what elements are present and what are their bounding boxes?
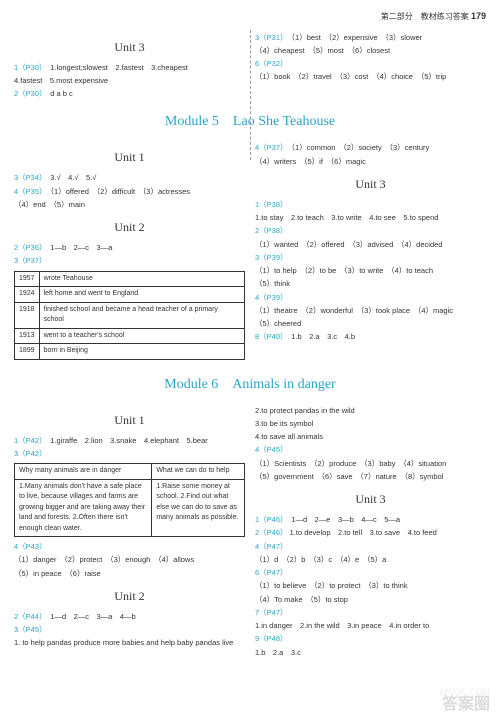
answer-line: 3（P34） 3.√ 4.√ 5.√ [14, 172, 245, 183]
answer-line: 4（P37） （1）common （2）society （3）century [255, 142, 486, 153]
answer-line: 4.fastest 5.most expensive [14, 75, 245, 86]
mod5-right-col: 4（P37） （1）common （2）society （3）century （… [255, 140, 486, 363]
page-ref: 2（P38） [255, 225, 486, 236]
answer-line: （4）writers （5）if （6）magic [255, 156, 486, 167]
unit-title: Unit 2 [14, 218, 245, 236]
answer-line: 1（P30） 1.longest;slowest 2.fastest 3.che… [14, 62, 245, 73]
unit-title: Unit 1 [14, 411, 245, 429]
answer-line: 3.to be its symbol [255, 418, 486, 429]
answer-line: 3（P31） （1）best （2）expensive （3）slower [255, 32, 486, 43]
answer-line: （1）book （2）travel （3）cost （4）choice （5）t… [255, 71, 486, 82]
page-ref: 6（P47） [255, 567, 486, 578]
mod5-section: Unit 1 3（P34） 3.√ 4.√ 5.√ 4（P35） （1）offe… [14, 140, 486, 363]
table-row: 1913went to a teacher's school [15, 328, 245, 344]
top-right-col: 3（P31） （1）best （2）expensive （3）slower （4… [255, 30, 486, 102]
answer-line: 2（P46） 1.to develop 2.to tell 3.to save … [255, 527, 486, 538]
page-number: 179 [471, 11, 486, 21]
answer-line: 8（P40） 1.b 2.a 3.c 4.b [255, 331, 486, 342]
table-row: Why many animals are in dangerWhat we ca… [15, 464, 245, 480]
page-ref: 3（P37） [14, 255, 245, 266]
unit-title: Unit 3 [14, 38, 245, 56]
mod5-left-col: Unit 1 3（P34） 3.√ 4.√ 5.√ 4（P35） （1）offe… [14, 140, 245, 363]
page-ref: 1（P38） [255, 199, 486, 210]
page-header: 第二部分 教材练习答案 179 [14, 10, 486, 24]
watermark-text: 答案圈 [442, 693, 490, 717]
mod6-right-col: 2.to protect pandas in the wild 3.to be … [255, 403, 486, 660]
table-row: 1899born in Beijing [15, 344, 245, 360]
answer-line: （1）to help （2）to be （3）to write （4）to te… [255, 265, 486, 276]
answer-line: 2.to protect pandas in the wild [255, 405, 486, 416]
answer-line: （4）end （5）main [14, 199, 245, 210]
answer-line: （5）in peace （6）raise [14, 568, 245, 579]
page-ref: 4（P39） [255, 292, 486, 303]
mod6-left-col: Unit 1 1（P42） 1.giraffe 2.lion 3.snake 4… [14, 403, 245, 660]
page-ref: 2（P36） [14, 243, 43, 252]
section-label: 第二部分 教材练习答案 [381, 12, 469, 21]
page-ref: 4（P43） [14, 541, 245, 552]
page-ref: 3（P31） [255, 33, 284, 42]
answer-line: （5）cheered [255, 318, 486, 329]
answer-line: 1.b 2.a 3.c [255, 647, 486, 658]
answer-line: 1（P42） 1.giraffe 2.lion 3.snake 4.elepha… [14, 435, 245, 446]
page-ref: 3（P45） [14, 624, 245, 635]
page-ref: 3（P42） [14, 448, 245, 459]
table-row: 1.Many animals don't have a safe place t… [15, 479, 245, 537]
table-row: 1957wrote Teahouse [15, 271, 245, 287]
page-ref: 1（P46） [255, 515, 284, 524]
answer-line: （4）cheapest （5）most （6）closest [255, 45, 486, 56]
answer-line: （1）Scientists （2）produce （3）baby （4）situ… [255, 458, 486, 469]
page-ref: 4（P37） [255, 143, 284, 152]
timeline-table: 1957wrote Teahouse 1924left home and wen… [14, 271, 245, 360]
top-left-col: Unit 3 1（P30） 1.longest;slowest 2.fastes… [14, 30, 245, 102]
page-ref: 2（P30） [14, 89, 43, 98]
page-ref: 7（P47） [255, 607, 486, 618]
column-divider [250, 30, 251, 160]
page-ref: 4（P45） [255, 444, 486, 455]
answer-line: 2（P30） d a b c [14, 88, 245, 99]
page-ref: 8（P40） [255, 332, 284, 341]
answer-line: （5）think [255, 278, 486, 289]
answer-line: （1）theatre （2）wonderful （3）took place （4… [255, 305, 486, 316]
unit-title: Unit 2 [14, 587, 245, 605]
answer-line: （1）wanted （2）offered （3）advised （4）decid… [255, 239, 486, 250]
page-ref: 3（P34） [14, 173, 43, 182]
page-ref: 2（P46） [255, 528, 288, 537]
unit-title: Unit 3 [255, 175, 486, 193]
page-ref: 1（P42） [14, 436, 43, 445]
answer-line: 1（P46） 1—d 2—e 3—b 4—c 5—a [255, 514, 486, 525]
page-ref: 6（P32） [255, 58, 486, 69]
answer-line: （1）d （2）b （3）c （4）e （5）a [255, 554, 486, 565]
page-ref: 3（P39） [255, 252, 486, 263]
answer-line: （1）danger （2）protect （3）enough （4）allows [14, 554, 245, 565]
unit-title: Unit 1 [14, 148, 245, 166]
answer-line: 2（P44） 1—d 2—c 3—a 4—b [14, 611, 245, 622]
page-ref: 4（P47） [255, 541, 486, 552]
answer-line: 1.to stay 2.to teach 3.to write 4.to see… [255, 212, 486, 223]
page-ref: 1（P30） [14, 63, 43, 72]
answer-line: （1）to believe （2）to protect （3）to think [255, 580, 486, 591]
page-ref: 2（P44） [14, 612, 43, 621]
answer-line: （5）government （6）save （7）nature （8）symbo… [255, 471, 486, 482]
reasons-table: Why many animals are in dangerWhat we ca… [14, 463, 245, 537]
table-row: 1924left home and went to England [15, 287, 245, 303]
page-ref: 4（P35） [14, 187, 43, 196]
answer-line: 4（P35） （1）offered （2）difficult （3）actres… [14, 186, 245, 197]
answer-line: 1. to help pandas produce more babies an… [14, 637, 245, 648]
answer-line: 2（P36） 1—b 2—c 3—a [14, 242, 245, 253]
table-row: 1918finished school and became a head te… [15, 302, 245, 328]
answer-line: 4.to save all animals [255, 431, 486, 442]
answer-line: （4）To make （5）to stop [255, 594, 486, 605]
page-ref: 9（P48） [255, 633, 486, 644]
mod6-section: Unit 1 1（P42） 1.giraffe 2.lion 3.snake 4… [14, 403, 486, 660]
answer-line: 1.in danger 2.in the wild 3.in peace 4.i… [255, 620, 486, 631]
unit-title: Unit 3 [255, 490, 486, 508]
module-title: Module 6 Animals in danger [14, 374, 486, 395]
